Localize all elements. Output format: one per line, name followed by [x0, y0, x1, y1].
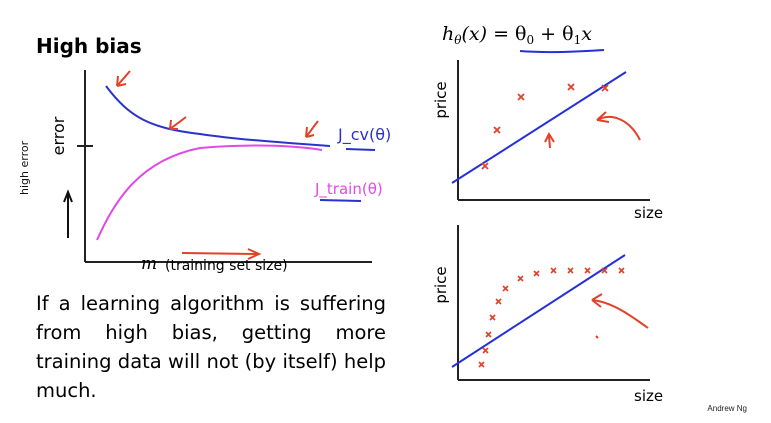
bottom-fit-line — [451, 254, 626, 368]
arrow-annotation-icon — [544, 111, 641, 149]
arrow-annotation-icon — [116, 70, 319, 260]
bottom-x-label: size — [634, 387, 663, 405]
cross-marker-icon — [481, 83, 609, 170]
cross-marker-icon — [478, 267, 625, 368]
top-x-label: size — [634, 204, 663, 222]
body-paragraph: If a learning algorithm is suffering fro… — [36, 292, 386, 402]
jcv-underline — [345, 148, 376, 151]
scatter-plot-bottom: price size — [432, 225, 663, 405]
top-y-label: price — [432, 81, 450, 118]
lc-x-symbol: m — [141, 254, 157, 274]
train-error-curve — [96, 144, 323, 241]
slide-title: High bias — [36, 34, 142, 58]
arrow-annotation-icon — [591, 293, 649, 339]
lc-y-label: error — [49, 116, 68, 155]
top-fit-line — [451, 71, 627, 184]
jcv-annotation: J_cv(θ) — [337, 125, 391, 145]
bottom-y-label: price — [432, 266, 450, 303]
arrow-up-icon — [63, 189, 73, 238]
side-note: high error — [18, 140, 31, 195]
jtrain-underline — [319, 199, 362, 202]
hypothesis-formula: hθ(x) = θ0 + θ1x — [442, 23, 592, 47]
author-credit: Andrew Ng — [707, 404, 747, 413]
formula-underline — [519, 49, 605, 54]
scatter-plot-top: price size — [432, 60, 663, 222]
lc-x-label: (training set size) — [165, 258, 288, 274]
cv-error-curve — [105, 85, 331, 147]
jtrain-annotation: J_train(θ) — [314, 180, 383, 199]
